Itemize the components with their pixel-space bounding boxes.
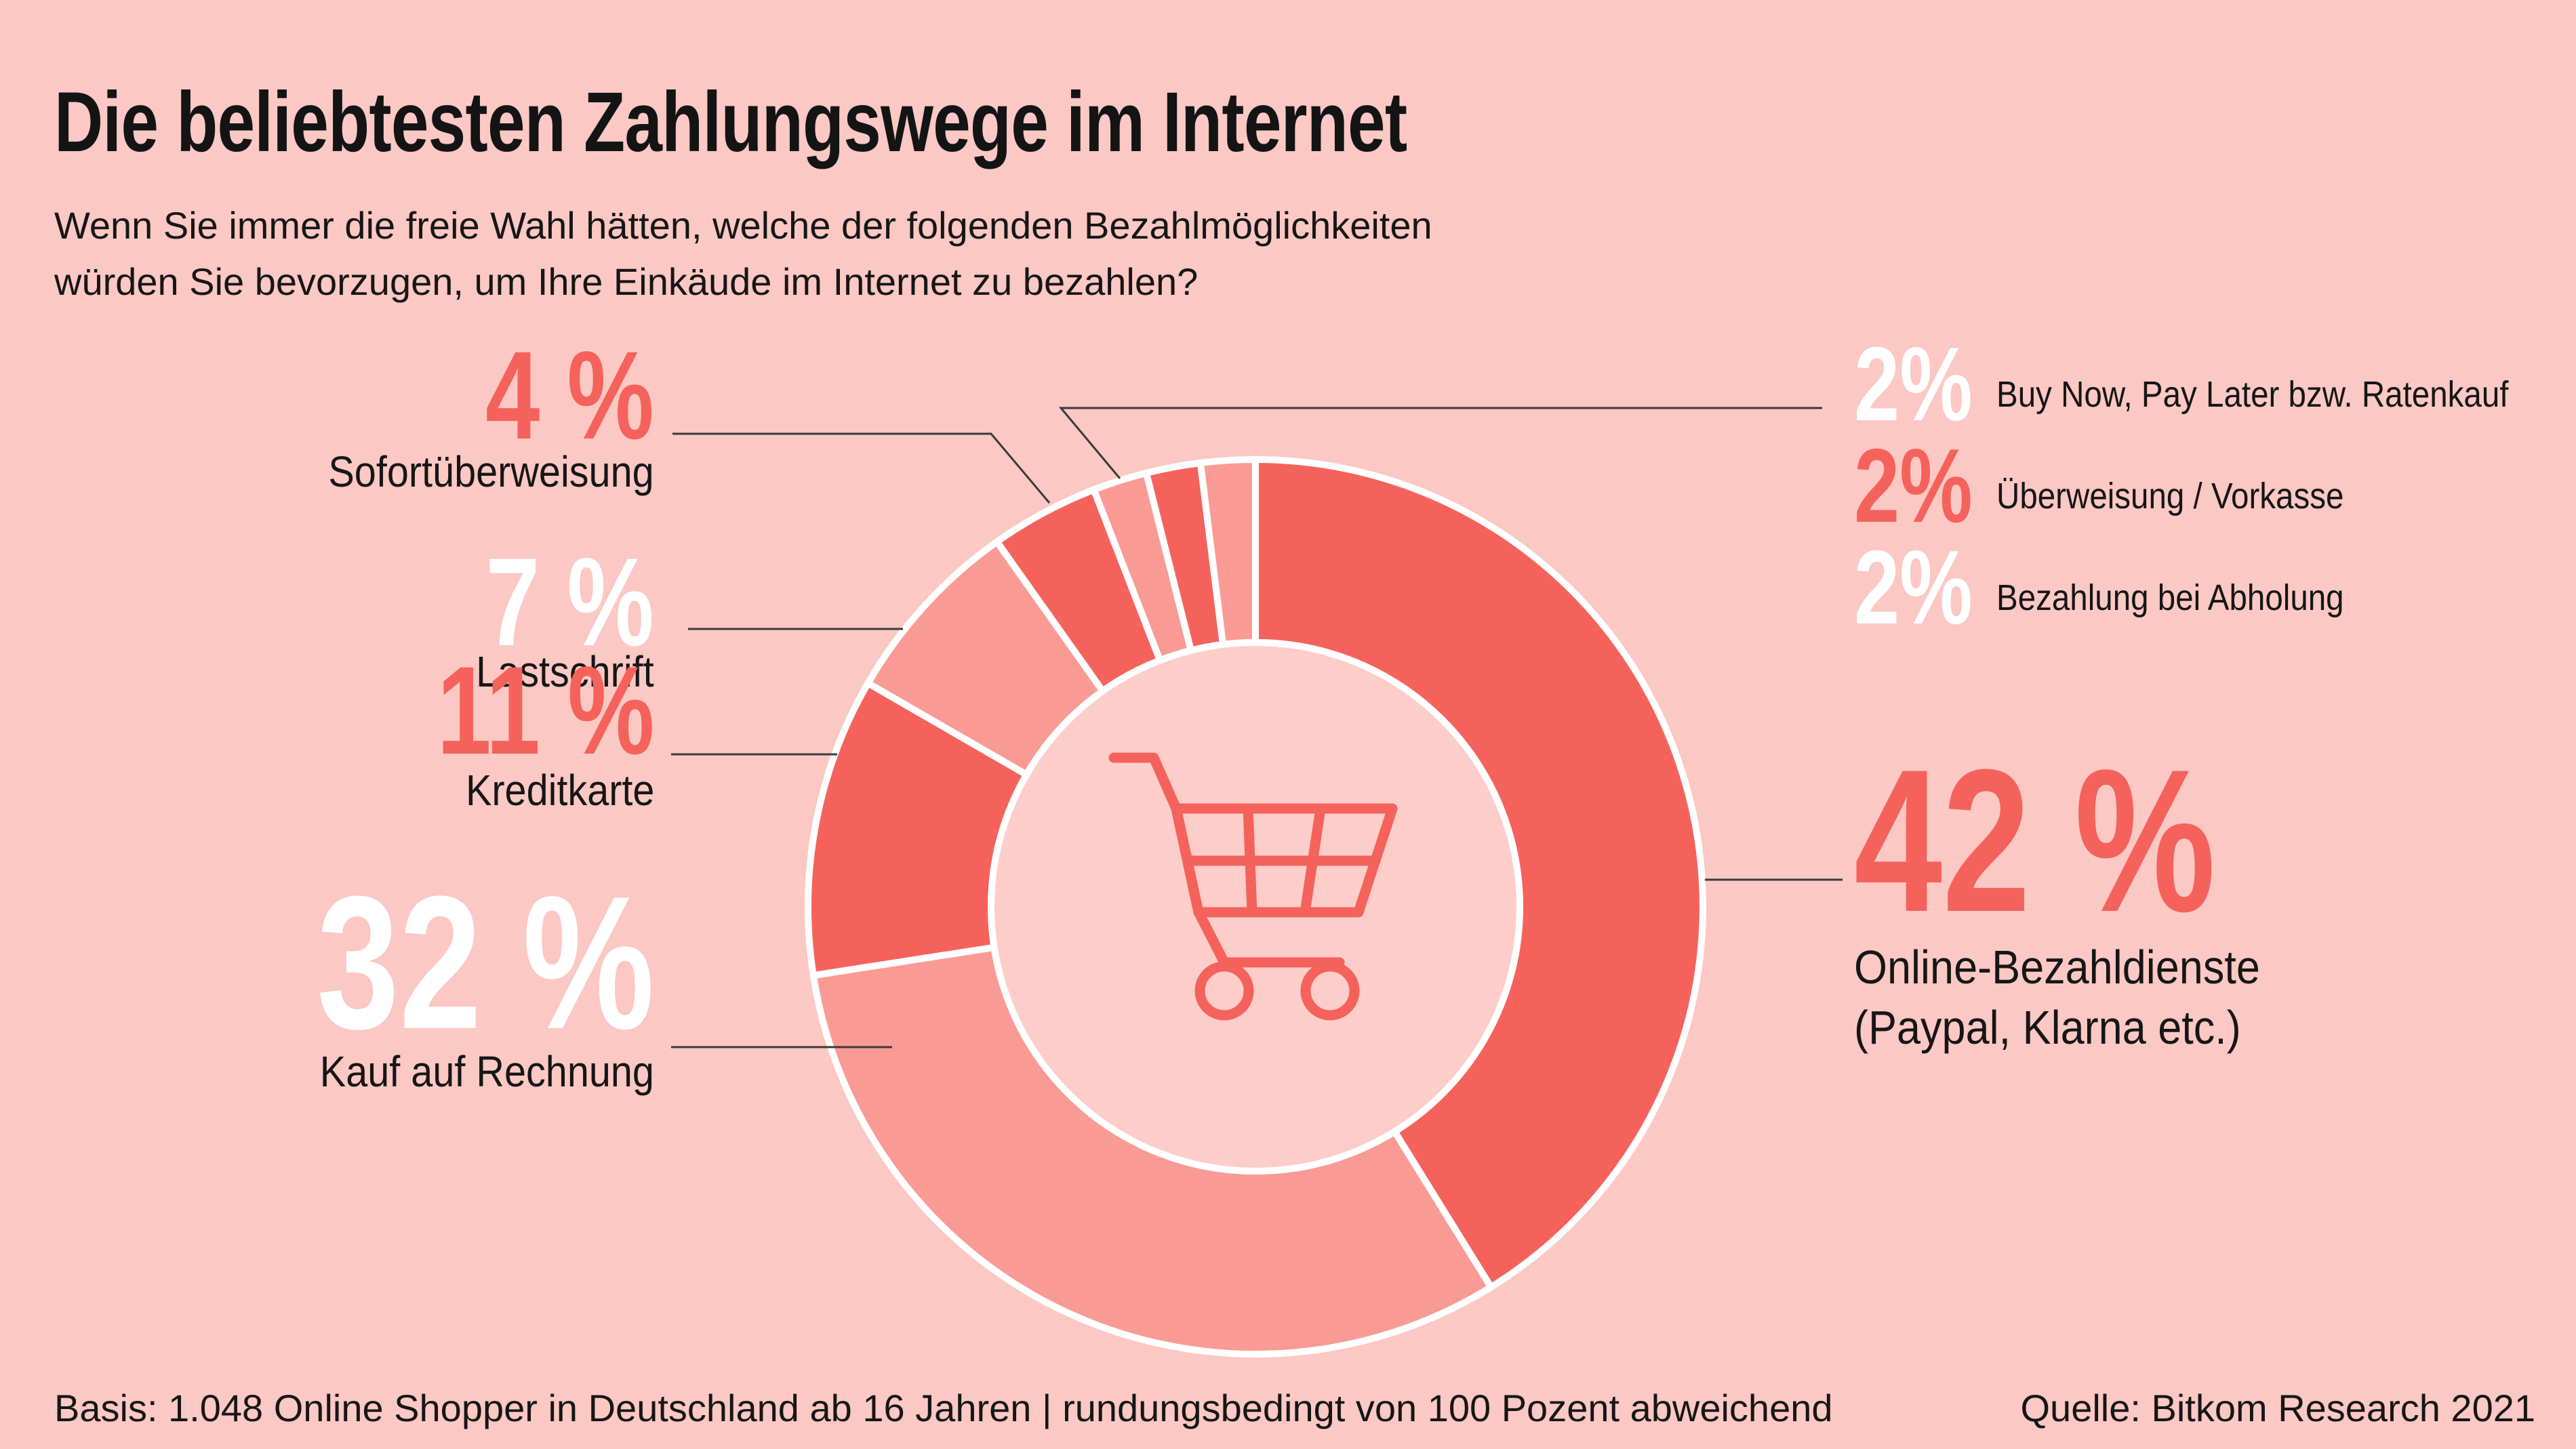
value-buy-now-pay-later: 2% (1854, 325, 1973, 443)
leader-buy-now-pay-later (1058, 407, 1822, 479)
value-kauf-auf-rechnung: 32 % (317, 857, 654, 1069)
leader-sofortueberweisung (672, 432, 1051, 504)
value-online-bezahldienste: 42 % (1854, 727, 2216, 954)
label-online-bezahldienste-line2: (Paypal, Klarna etc.) (1854, 1001, 2241, 1054)
label-kauf-auf-rechnung: Kauf auf Rechnung (319, 1047, 654, 1096)
footer-basis-note: Basis: 1.048 Online Shopper in Deutschla… (54, 1387, 1833, 1429)
subtitle-line-1: Wenn Sie immer die freie Wahl hätten, we… (54, 204, 1432, 247)
label-lastschrift: Lastschrift (476, 647, 654, 696)
label-online-bezahldienste-line1: Online-Bezahldienste (1854, 941, 2260, 994)
value-bezahlung-bei-abholung: 2% (1854, 529, 1973, 646)
shopping-cart-icon (1108, 752, 1398, 1021)
label-buy-now-pay-later: Buy Now, Pay Later bzw. Ratenkauf (1996, 374, 2509, 415)
footer-source: Quelle: Bitkom Research 2021 (2020, 1387, 2536, 1429)
value-sofortueberweisung: 4 % (485, 326, 654, 466)
page-title: Die beliebtesten Zahlungswege im Interne… (54, 75, 1407, 169)
value-ueberweisung-vorkasse: 2% (1854, 427, 1973, 544)
leader-lines (671, 407, 1843, 1048)
label-bezahlung-bei-abholung: Bezahlung bei Abholung (1996, 577, 2344, 618)
label-sofortueberweisung: Sofortüberweisung (328, 447, 654, 496)
label-ueberweisung-vorkasse: Überweisung / Vorkasse (1996, 476, 2344, 516)
value-kreditkarte: 11 % (437, 641, 654, 781)
subtitle-line-2: würden Sie bevorzugen, um Ihre Einkäude … (54, 260, 1199, 303)
value-lastschrift: 7 % (485, 533, 654, 672)
label-kreditkarte: Kreditkarte (465, 766, 654, 815)
